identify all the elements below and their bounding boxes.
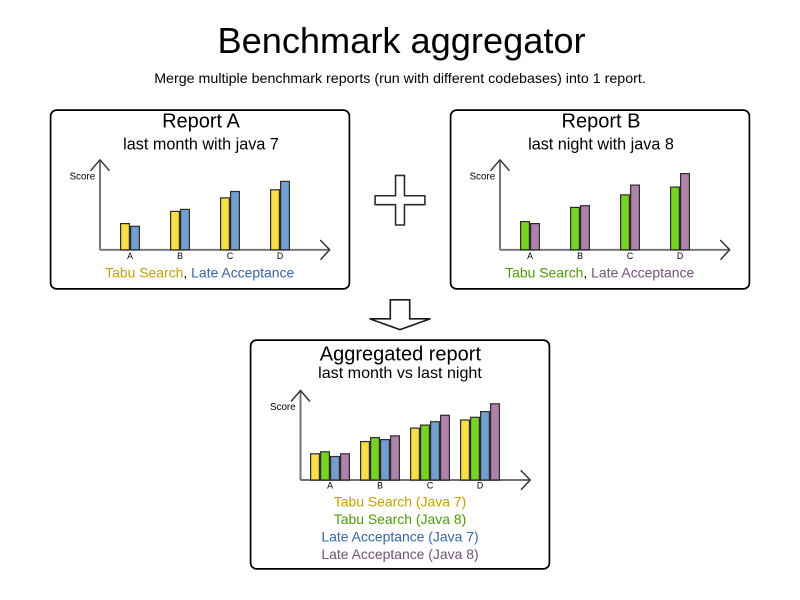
svg-text:D: D bbox=[477, 481, 483, 491]
svg-text:Aggregated report: Aggregated report bbox=[320, 343, 482, 365]
svg-text:D: D bbox=[277, 251, 283, 261]
svg-text:Tabu Search, Late Acceptance: Tabu Search, Late Acceptance bbox=[105, 264, 294, 280]
svg-text:D: D bbox=[677, 251, 683, 261]
svg-text:C: C bbox=[227, 251, 234, 261]
svg-text:Benchmark aggregator: Benchmark aggregator bbox=[217, 20, 585, 61]
svg-text:Score: Score bbox=[270, 402, 296, 413]
svg-text:B: B bbox=[577, 251, 583, 261]
svg-text:C: C bbox=[627, 251, 634, 261]
svg-text:C: C bbox=[427, 481, 434, 491]
svg-text:Late Acceptance (Java 8): Late Acceptance (Java 8) bbox=[321, 546, 478, 562]
svg-text:Report B: Report B bbox=[562, 111, 641, 133]
svg-text:A: A bbox=[527, 251, 533, 261]
svg-text:Tabu Search (Java 8): Tabu Search (Java 8) bbox=[334, 511, 466, 527]
svg-text:Tabu Search (Java 7): Tabu Search (Java 7) bbox=[334, 494, 466, 510]
svg-text:Score: Score bbox=[69, 171, 95, 182]
svg-text:A: A bbox=[127, 251, 133, 261]
svg-text:Score: Score bbox=[469, 171, 495, 182]
svg-text:Tabu Search, Late Acceptance: Tabu Search, Late Acceptance bbox=[505, 264, 694, 280]
svg-text:last month with java 7: last month with java 7 bbox=[123, 135, 279, 153]
svg-text:Merge multiple benchmark repor: Merge multiple benchmark reports (run wi… bbox=[154, 71, 646, 87]
svg-text:Late Acceptance (Java 7): Late Acceptance (Java 7) bbox=[321, 529, 478, 545]
svg-text:last night with java 8: last night with java 8 bbox=[528, 135, 674, 153]
svg-text:last month vs last night: last month vs last night bbox=[318, 364, 482, 382]
svg-text:Report A: Report A bbox=[162, 111, 240, 133]
svg-text:A: A bbox=[327, 481, 333, 491]
svg-text:B: B bbox=[377, 481, 383, 491]
svg-text:B: B bbox=[177, 251, 183, 261]
